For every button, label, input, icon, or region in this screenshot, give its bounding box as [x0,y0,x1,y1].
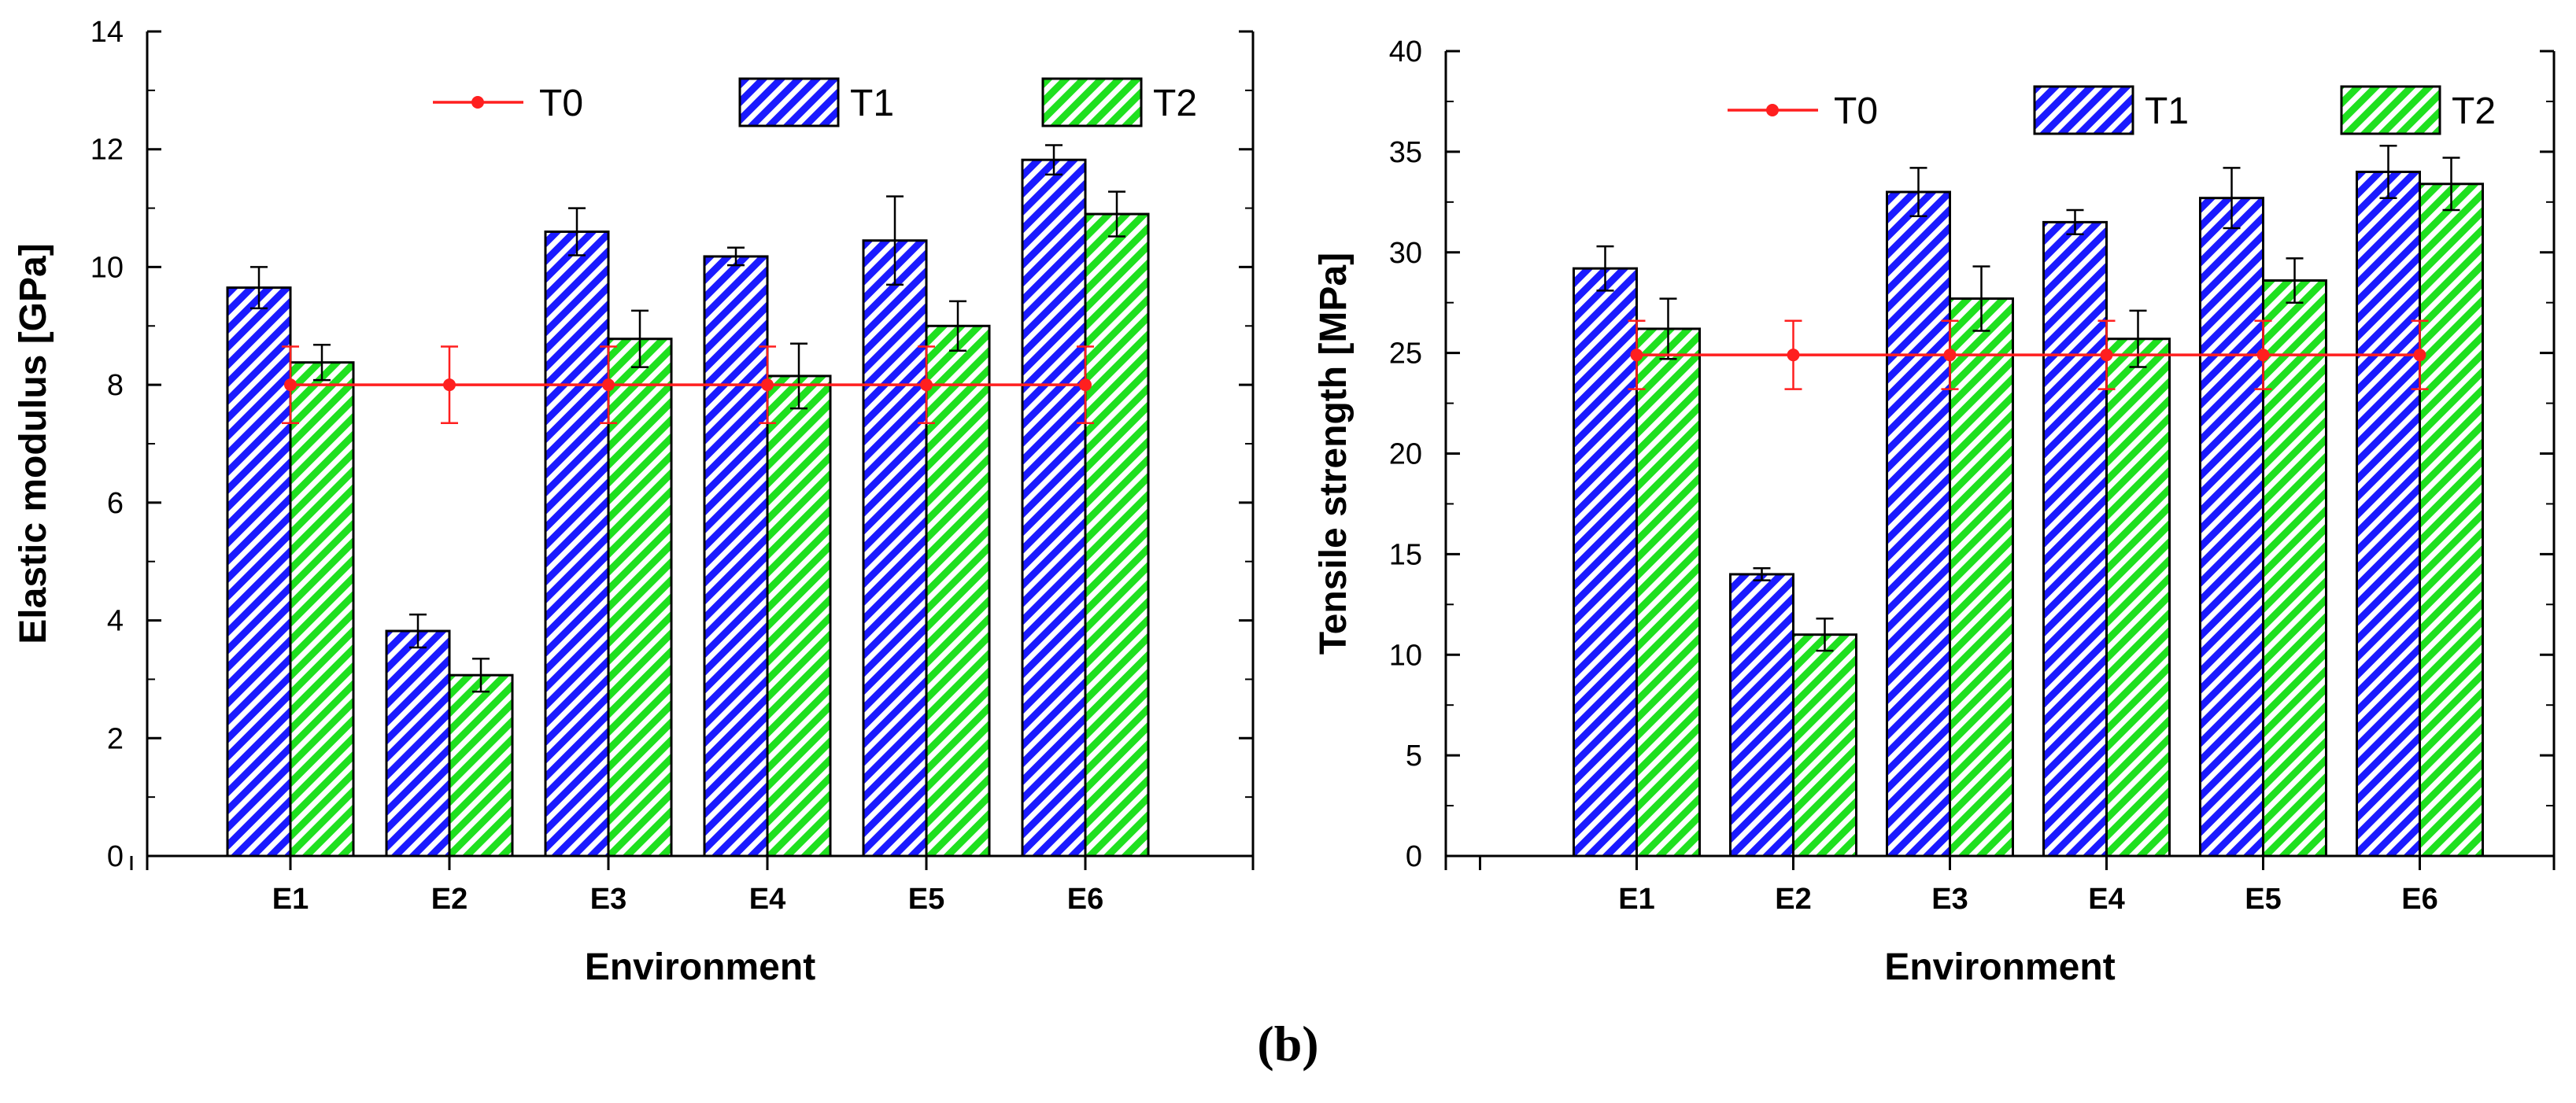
chart1-ytick-label-8: 40 [1389,35,1422,68]
chart1-ytick-label-4: 20 [1389,438,1422,471]
chart1-t0-point-e4 [2100,349,2113,362]
chart0-bar-t1-e3 [544,231,610,858]
tensile-strength-chart: 0 5 10 15 20 25 30 35 40 E1 E2 E3 E4 E5 E6 T0 T1 T2 Enviro… [1313,35,2556,988]
chart1-bar-t2-e2 [1792,633,1857,858]
chart0-category-label-e4: E4 [749,883,785,916]
chart1-bar-t1-e2 [1729,573,1794,858]
chart0-bar-t2-e3 [607,338,673,858]
chart0-ytick-label-4: 8 [107,369,124,402]
chart1-legend-t1-swatch [2033,85,2134,135]
chart1-category-label-e4: E4 [2088,883,2124,916]
chart0-legend-t1-label: T1 [850,83,894,124]
chart1-t0-point-e6 [2413,349,2426,362]
chart1-bar-t2-e1 [1635,327,1701,858]
chart0-ytick-label-3: 6 [107,487,124,520]
chart1-category-label-e2: E2 [1775,883,1811,916]
chart1-ytick-label-0: 0 [1406,840,1422,873]
chart0-category-label-e6: E6 [1067,883,1103,916]
chart0-bar-t1-e4 [703,255,769,858]
chart1-bar-t2-e5 [2262,279,2327,858]
chart0-bar-t1-e6 [1021,158,1087,858]
chart0-ytick-label-0: 0 [107,840,124,873]
chart1-category-label-e3: E3 [1931,883,1968,916]
chart1-bar-t1-e1 [1573,267,1638,858]
chart1-bar-t1-e4 [2042,220,2108,858]
chart1-legend-t1-label: T1 [2145,90,2189,132]
chart0-bar-t2-e2 [448,673,514,858]
chart0-category-label-e2: E2 [431,883,468,916]
chart1-legend-t0-label: T0 [1834,90,1878,132]
chart1-category-label-e6: E6 [2401,883,2437,916]
chart0-t0-point-e1 [284,378,297,392]
chart1-ytick-label-5: 25 [1389,338,1422,371]
chart1-bar-t1-e6 [2356,170,2421,858]
chart0-ytick-label-2: 4 [107,605,124,638]
chart1-ytick-label-7: 35 [1389,136,1422,169]
chart1-y-axis-title: Tensile strength [MPa] [1313,253,1355,655]
figure-caption: (b) [1257,1016,1319,1072]
chart1-bar-t1-e3 [1886,190,1951,858]
chart1-t0-point-e3 [1943,349,1957,362]
chart1-bar-t2-e4 [2105,338,2171,858]
chart1-bar-t1-e5 [2199,197,2264,858]
chart0-ytick-label-1: 2 [107,722,124,755]
chart1-legend-t0-marker [1766,104,1779,116]
chart1-legend-t2-label: T2 [2452,90,2496,132]
chart0-category-label-e1: E1 [272,883,309,916]
chart0-t0-point-e6 [1079,378,1092,392]
chart1-t0-point-e1 [1630,349,1643,362]
chart0-legend-t0-marker [471,96,484,109]
chart1-bar-t2-e3 [1949,297,2014,858]
chart0-bar-t1-e1 [226,286,292,858]
chart1-bar-t2-e6 [2419,183,2484,858]
chart1-ytick-label-6: 30 [1389,237,1422,270]
chart0-t0-point-e5 [920,378,933,392]
chart0-legend-t2-label: T2 [1153,83,1197,124]
chart1-legend-t2-swatch [2340,85,2441,135]
chart1-ytick-label-2: 10 [1389,639,1422,672]
chart0-x-axis-title: Environment [585,946,815,988]
chart0-ytick-label-7: 14 [91,16,124,49]
chart0-ytick-label-5: 10 [91,251,124,284]
chart1-ytick-label-1: 5 [1406,740,1422,773]
chart0-bar-t2-e5 [925,324,991,858]
chart1-t0-point-e5 [2256,349,2270,362]
chart0-bar-t2-e1 [289,361,355,858]
chart0-bar-t1-e2 [385,629,451,858]
chart1-x-axis-title: Environment [1884,946,2115,988]
chart0-bar-t2-e6 [1084,212,1150,858]
chart0-t0-point-e2 [443,378,456,392]
chart0-y-axis-title: Elastic modulus [GPa] [13,243,54,644]
chart1-t0-point-e2 [1787,349,1800,362]
chart0-legend-t2-swatch [1041,77,1143,127]
chart1-ytick-label-3: 15 [1389,538,1422,571]
chart0-category-label-e5: E5 [908,883,944,916]
chart0-t0-point-e4 [761,378,774,392]
chart0-ytick-label-6: 12 [91,134,124,167]
chart1-category-label-e5: E5 [2245,883,2281,916]
chart0-legend-t1-swatch [738,77,840,127]
chart0-category-label-e3: E3 [590,883,626,916]
chart0-bar-t2-e4 [766,374,832,858]
elastic-modulus-chart: 0 2 4 6 8 10 12 14 E1 E2 E3 E4 E5 E6 T0 T1 T2 Environment… [13,16,1255,988]
chart0-legend-t0-label: T0 [539,83,583,124]
chart1-category-label-e1: E1 [1618,883,1654,916]
chart0-bar-t1-e5 [862,239,928,858]
chart0-t0-point-e3 [602,378,615,392]
